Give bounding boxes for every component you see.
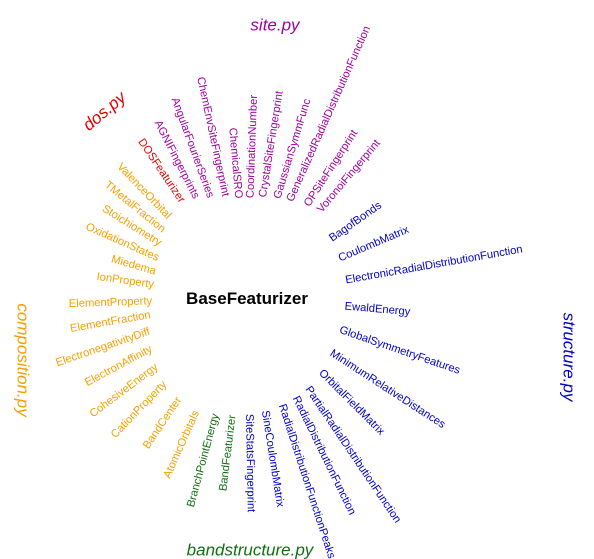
center-label: BaseFeaturizer bbox=[186, 289, 308, 308]
group-labels: site.py dos.py composition.py bandstructure… bbox=[14, 15, 579, 559]
group-label-composition: composition.py bbox=[14, 303, 33, 418]
leaf-band-featurizer: BandFeaturizer bbox=[217, 414, 238, 492]
leaf-coordination-number: CoordinationNumber bbox=[244, 94, 260, 198]
leaf-element-property: ElementProperty bbox=[69, 295, 153, 310]
group-label-dos: dos.py bbox=[79, 87, 131, 135]
group-label-site: site.py bbox=[250, 15, 301, 34]
group-label-structure: structure.py bbox=[560, 313, 579, 403]
leaf-site-stats-fingerprint: SiteStatsFingerprint bbox=[243, 414, 257, 513]
leaf-ewald-energy: EwaldEnergy bbox=[344, 300, 411, 318]
group-label-bandstructure: bandstructure.py bbox=[187, 540, 315, 559]
